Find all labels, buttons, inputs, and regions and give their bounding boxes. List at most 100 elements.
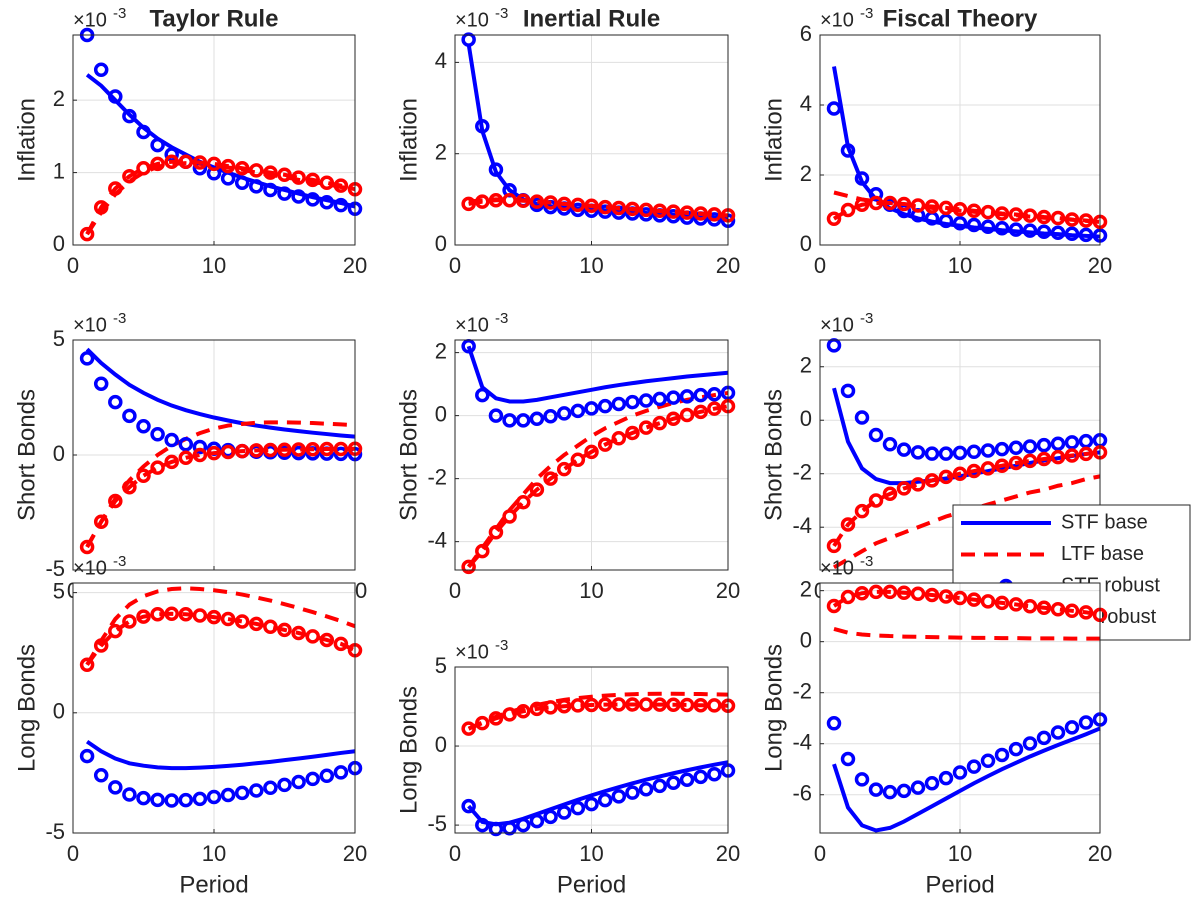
series-marker	[79, 539, 95, 555]
chart-title: Fiscal Theory	[883, 5, 1038, 32]
series-marker	[93, 62, 109, 78]
x-tick-label: 20	[343, 841, 367, 866]
series-marker	[1022, 439, 1038, 454]
series-marker	[502, 707, 517, 722]
series-marker	[277, 442, 292, 457]
series-marker	[206, 789, 222, 805]
series-marker	[488, 711, 504, 726]
series-marker	[693, 698, 708, 713]
series-marker	[333, 441, 349, 457]
series-marker	[136, 790, 151, 806]
series-marker	[1050, 449, 1066, 465]
y-axis-label: Short Bonds	[395, 389, 422, 521]
series-marker	[980, 753, 996, 769]
series-marker	[896, 481, 912, 496]
x-tick-label: 20	[716, 253, 740, 278]
series-marker	[305, 771, 320, 787]
series-marker	[1050, 725, 1066, 740]
series-marker	[556, 805, 572, 820]
series-marker	[980, 594, 996, 609]
series-marker	[529, 194, 545, 209]
series-marker	[1022, 453, 1038, 469]
series-group	[79, 347, 363, 555]
series-marker	[249, 783, 264, 798]
series-line	[832, 726, 1101, 833]
series-marker	[206, 156, 222, 172]
series-line	[467, 702, 729, 731]
series-marker	[136, 160, 151, 176]
series-marker	[178, 154, 194, 169]
y-tick-label: 0	[435, 231, 447, 256]
y-multiplier-exponent: -3	[113, 310, 126, 327]
x-tick-label: 20	[716, 841, 740, 866]
y-multiplier-exponent: -3	[113, 553, 126, 570]
series-marker	[164, 154, 179, 169]
y-multiplier: ×10	[455, 9, 489, 31]
series-marker	[93, 200, 109, 215]
series-marker	[910, 586, 926, 601]
series-marker	[966, 217, 982, 233]
series-marker	[924, 446, 940, 461]
series-marker	[584, 198, 599, 213]
series-marker	[980, 443, 996, 458]
series-marker	[1036, 209, 1052, 225]
series-line	[466, 345, 729, 404]
series-line	[85, 586, 356, 666]
series-marker	[652, 697, 667, 712]
series-marker	[693, 769, 708, 785]
series-marker	[1064, 435, 1080, 450]
series-marker	[966, 444, 982, 460]
y-multiplier: ×10	[455, 314, 489, 336]
series-marker	[924, 776, 940, 791]
series-marker	[584, 697, 599, 713]
series-marker	[638, 697, 654, 712]
series-marker	[461, 196, 476, 212]
series-marker	[625, 201, 640, 217]
series-marker	[333, 197, 349, 213]
series-marker	[79, 657, 95, 672]
series-marker	[319, 195, 335, 210]
series-marker	[1008, 741, 1024, 757]
chart-title: Inertial Rule	[523, 5, 660, 32]
series-marker	[952, 466, 968, 481]
x-tick-label: 10	[579, 841, 603, 866]
series-marker	[1050, 225, 1066, 240]
series-marker	[249, 616, 264, 632]
series-marker	[826, 538, 842, 554]
series-marker	[826, 101, 842, 116]
y-tick-label: 6	[800, 21, 812, 46]
series-marker	[516, 704, 531, 719]
y-tick-label: -2	[792, 460, 812, 485]
series-marker	[570, 202, 586, 218]
series-marker	[994, 458, 1010, 473]
series-group	[79, 586, 363, 808]
y-tick-label: 5	[435, 653, 447, 678]
y-tick-label: 2	[800, 161, 812, 186]
series-marker	[938, 446, 954, 461]
series-group	[826, 338, 1108, 570]
series-line	[468, 198, 729, 218]
series-marker	[896, 783, 912, 799]
x-tick-label: 0	[814, 253, 826, 278]
axes-box	[72, 339, 356, 571]
series-marker	[1078, 715, 1094, 730]
series-marker	[556, 196, 572, 212]
series-marker	[122, 614, 137, 629]
series-group	[826, 66, 1108, 243]
series-marker	[1078, 433, 1094, 449]
series-marker	[150, 607, 165, 622]
series-marker	[543, 195, 558, 210]
y-multiplier-exponent: -3	[495, 310, 508, 327]
series-marker	[150, 156, 165, 172]
series-marker	[305, 172, 320, 188]
series-marker	[93, 376, 109, 391]
series-line	[85, 347, 356, 439]
series-marker	[93, 514, 109, 529]
series-marker	[1022, 736, 1038, 751]
series-marker	[529, 411, 545, 427]
series-marker	[1064, 720, 1080, 735]
y-tick-label: 2	[435, 140, 447, 165]
series-marker	[952, 216, 968, 231]
series-marker	[263, 442, 278, 458]
series-marker	[597, 792, 613, 808]
